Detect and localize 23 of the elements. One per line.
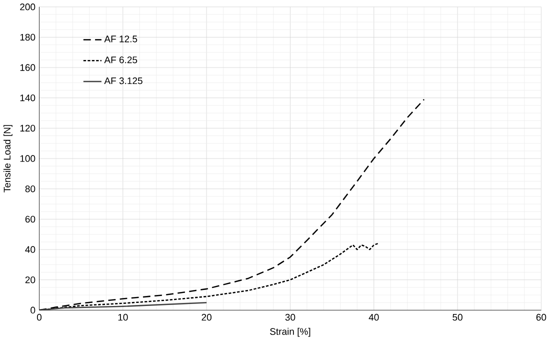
x-tick-label: 20 [202,314,212,321]
legend-label: AF 12.5 [104,35,138,42]
x-tick-label: 60 [536,314,546,321]
y-tick-label: 0 [30,306,36,314]
x-tick-label: 10 [118,314,128,321]
x-tick-label: 40 [368,314,379,321]
x-axis-title: Strain [%] [270,328,310,337]
y-tick-label: 200 [20,3,36,10]
y-tick-label: 20 [25,276,36,284]
y-tick-label: 100 [20,155,36,162]
x-tick-label: 50 [452,314,462,321]
y-tick-label: 60 [25,216,36,222]
legend-label: AF 3.125 [104,77,142,84]
x-tick-label: 0 [36,314,42,321]
y-tick-label: 180 [20,34,36,40]
y-tick-label: 120 [20,124,36,132]
y-tick-label: 40 [25,246,36,253]
y-tick-label: 80 [25,185,36,192]
x-tick-label: 30 [285,314,296,321]
y-tick-label: 160 [20,64,36,71]
y-axis-title: Tensile Load [N] [4,124,12,192]
y-tick-label: 140 [20,94,36,102]
legend-label: AF 6.25 [104,56,138,64]
